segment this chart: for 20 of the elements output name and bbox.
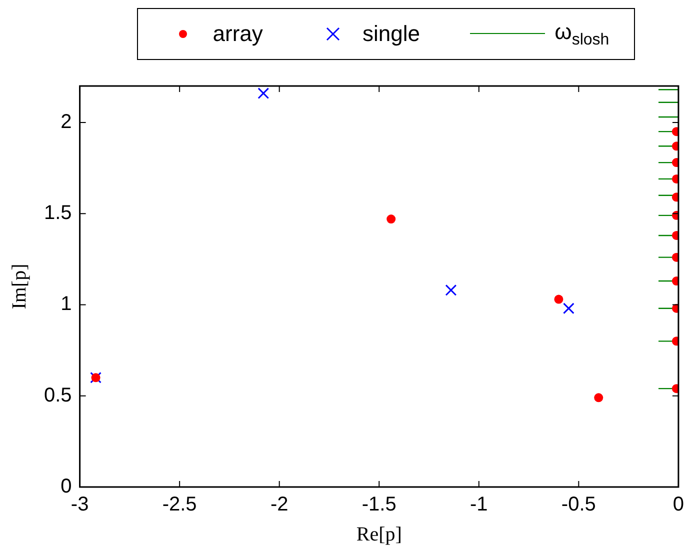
x-tick-label: -2.5 — [162, 494, 197, 516]
y-tick-label: 1 — [60, 293, 72, 316]
legend-label: array — [212, 21, 263, 47]
x-tick-label: -1 — [470, 494, 488, 516]
x-tick-label: -3 — [70, 494, 89, 516]
y-tick-label: 0 — [60, 476, 72, 498]
point — [445, 284, 457, 296]
x-tick-label: 0 — [672, 494, 684, 516]
legend-label: ω$_{slosh}$ — [554, 18, 610, 50]
x-axis-title: Re[p] — [356, 523, 402, 546]
y-axis-title: Im[p] — [8, 264, 30, 310]
x-tick-label: -1.5 — [362, 494, 396, 516]
y-tick-label: 0.5 — [44, 384, 72, 406]
point — [258, 88, 270, 99]
y-tick-label: 1.5 — [44, 202, 72, 224]
y-tick-label: 2 — [60, 110, 72, 133]
x-tick-label: -0.5 — [561, 494, 596, 516]
x-tick-label: -2 — [270, 494, 288, 516]
point — [562, 302, 574, 314]
legend-label: single — [362, 21, 420, 47]
